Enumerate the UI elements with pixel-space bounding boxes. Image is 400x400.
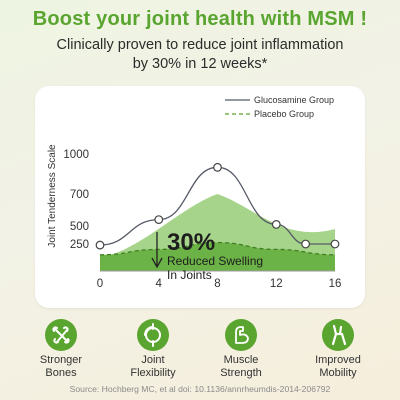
legend-placebo-label: Placebo Group bbox=[254, 109, 314, 119]
benefits-row: Stronger Bones Joint Flexibility Muscle … bbox=[0, 318, 400, 380]
benefit-label-line1: Joint bbox=[141, 354, 165, 366]
benefit-label-line1: Stronger bbox=[39, 354, 83, 366]
joint-flexibility-icon bbox=[137, 319, 169, 351]
subheadline: Clinically proven to reduce joint inflam… bbox=[0, 36, 400, 74]
benefit-joint-flexibility: Joint Flexibility bbox=[107, 318, 199, 380]
y-tick-label: 250 bbox=[70, 239, 89, 251]
placebo-line bbox=[99, 241, 336, 256]
glucosamine-point bbox=[154, 215, 164, 225]
glucosamine-point bbox=[271, 219, 281, 229]
benefit-improved-mobility: Improved Mobility bbox=[292, 318, 384, 380]
tenderness-chart: 250 500 700 1000 0 4 8 12 16 Joint Tenderness Sca… bbox=[47, 95, 342, 290]
benefit-label-line1: Muscle bbox=[223, 354, 259, 366]
y-tick-label: 500 bbox=[70, 221, 89, 233]
chart-card: 250 500 700 1000 0 4 8 12 16 Joint Tenderness Sca… bbox=[35, 86, 365, 308]
benefit-label-line2: Bones bbox=[45, 367, 77, 379]
benefit-muscle-strength: Muscle Strength bbox=[195, 318, 287, 380]
glucosamine-point bbox=[330, 239, 340, 249]
glucosamine-point bbox=[95, 240, 105, 250]
annotation-text-line1: Reduced Swelling bbox=[167, 254, 263, 268]
y-tick-label: 1000 bbox=[63, 149, 89, 161]
glucosamine-point bbox=[301, 239, 311, 249]
benefit-stronger-bones: Stronger Bones bbox=[15, 318, 107, 380]
bones-icon bbox=[45, 319, 77, 351]
x-tick-label: 4 bbox=[156, 278, 163, 290]
subheadline-line-2: by 30% in 12 weeks* bbox=[132, 56, 268, 72]
benefit-label-line2: Flexibility bbox=[130, 367, 176, 379]
subheadline-line-1: Clinically proven to reduce joint inflam… bbox=[56, 37, 344, 53]
x-tick-label: 0 bbox=[97, 278, 103, 290]
y-tick-label: 700 bbox=[70, 189, 89, 201]
mobility-icon bbox=[322, 319, 354, 351]
x-tick-label: 8 bbox=[214, 278, 220, 290]
source-citation: Source: Hochberg MC, et al doi: 10.1136/… bbox=[69, 384, 331, 394]
x-tick-label: 12 bbox=[270, 278, 283, 290]
headline: Boost your joint health with MSM ! bbox=[32, 8, 368, 30]
x-tick-label: 16 bbox=[329, 278, 342, 290]
y-axis-label: Joint Tenderness Scale bbox=[47, 144, 58, 248]
benefit-label-line2: Strength bbox=[220, 367, 262, 379]
down-arrow-icon bbox=[151, 257, 163, 269]
muscle-strength-icon bbox=[225, 319, 257, 351]
annotation-text-line2: In Joints bbox=[167, 268, 212, 282]
benefit-label-line2: Mobility bbox=[319, 367, 357, 379]
legend-glucosamine-label: Glucosamine Group bbox=[254, 95, 334, 105]
annotation-value: 30% bbox=[167, 229, 215, 256]
glucosamine-point bbox=[213, 162, 222, 172]
benefit-label-line1: Improved bbox=[315, 354, 361, 366]
